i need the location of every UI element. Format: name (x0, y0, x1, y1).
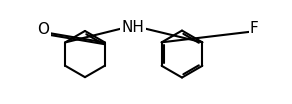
Text: O: O (37, 22, 49, 37)
Text: NH: NH (122, 20, 145, 35)
Text: F: F (250, 21, 259, 36)
